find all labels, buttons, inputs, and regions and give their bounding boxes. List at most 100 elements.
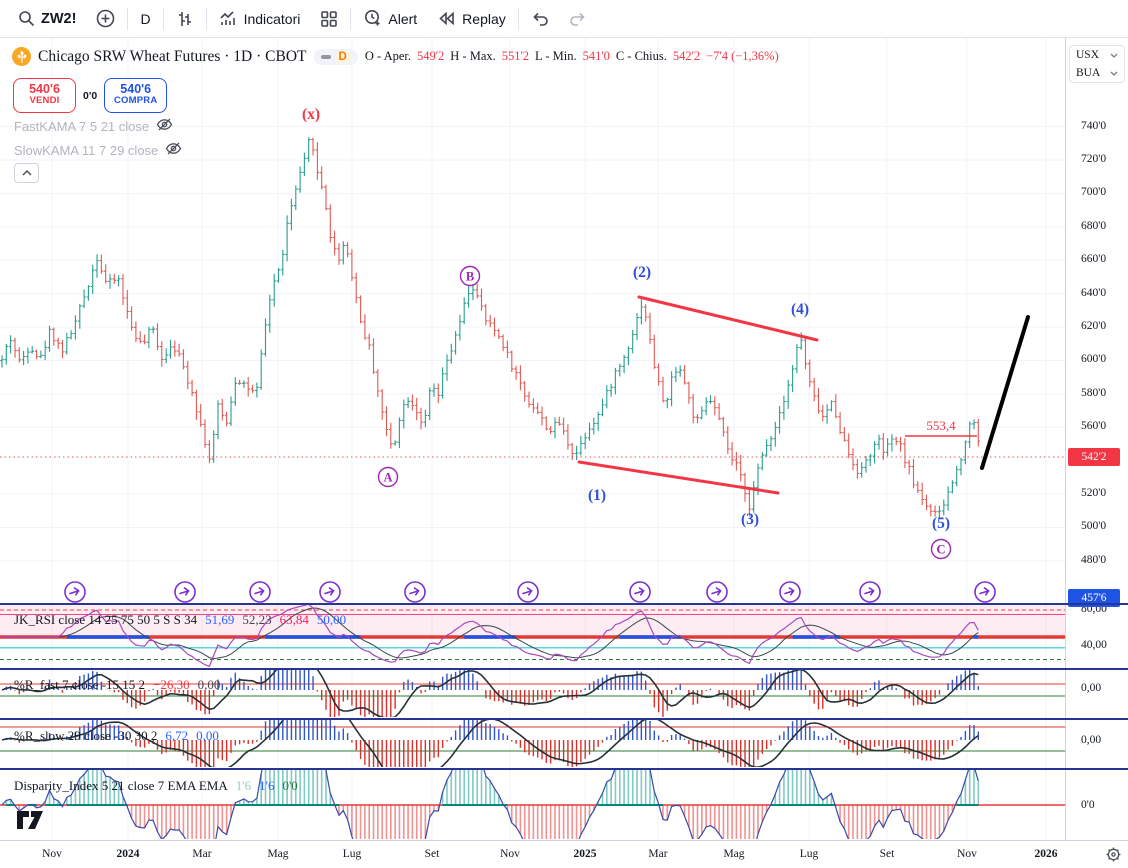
price-tick-label: 600'0	[1081, 353, 1107, 366]
last-price-badge: 542'2	[1068, 448, 1120, 466]
rfast-legend[interactable]: %R_fast 7 close -15 15 2 −26,30 0,00	[14, 677, 220, 693]
symbol-title[interactable]: Chicago SRW Wheat Futures · 1D · CBOT	[38, 47, 307, 65]
search-icon	[18, 10, 35, 27]
market-status-pill[interactable]: D	[313, 48, 358, 65]
panel-scale-label: 0,00	[1081, 734, 1102, 746]
wave-letter: C	[936, 543, 945, 557]
wave-number-label[interactable]: (1)	[588, 487, 606, 504]
disparity-value-3: 0'0	[282, 778, 298, 793]
wave-number-label[interactable]: (2)	[633, 264, 651, 281]
ohlc-row: O - Aper. 549'2 H - Max. 551'2 L - Min. …	[365, 49, 779, 64]
tradingview-logo[interactable]	[16, 810, 50, 835]
undo-button[interactable]	[521, 5, 559, 33]
rsi-title: JK_RSI close 14 25 75 50 5 S S 34	[14, 612, 198, 627]
indicators-button[interactable]: Indicatori	[209, 5, 311, 33]
chart-style-button[interactable]	[166, 5, 204, 33]
close-label: C - Chius.	[615, 49, 667, 63]
wheat-symbol-logo	[12, 47, 31, 66]
indicators-icon	[219, 10, 238, 28]
settings-gear-icon[interactable]	[1105, 846, 1122, 868]
replay-icon	[437, 10, 456, 27]
wave-letter-circle[interactable]	[459, 265, 481, 287]
panel-scale-label: 40,00	[1081, 639, 1107, 651]
sell-label: VENDI	[29, 95, 60, 107]
sell-button[interactable]: 540'6 VENDI	[13, 78, 76, 113]
replay-button[interactable]: Replay	[427, 5, 516, 33]
layout-templates-button[interactable]	[310, 5, 348, 33]
price-axis[interactable]: USX BUA 740'0 720'0 700'0 680'0 660'0 640'0 62…	[1065, 38, 1128, 840]
unit-top-dropdown[interactable]: USX	[1070, 46, 1124, 64]
top-toolbar: ZW2! D Indicatori Alert Repl	[0, 0, 1128, 38]
rslow-title: %R_slow 29 close -30 30 2	[14, 728, 158, 743]
time-tick-label: Nov	[42, 848, 62, 860]
alert-button[interactable]: Alert	[353, 5, 427, 33]
fastkama-legend-row[interactable]: FastKAMA 7 5 21 close	[14, 117, 173, 135]
disparity-pane	[0, 769, 1065, 839]
bars-style-icon	[176, 10, 194, 28]
unit-bottom-dropdown[interactable]: BUA	[1070, 64, 1124, 82]
price-tick-label: 620'0	[1081, 320, 1107, 333]
symbol-name: ZW2!	[41, 10, 77, 27]
wave-number-label[interactable]: (4)	[791, 301, 809, 318]
plus-circle-icon	[96, 9, 115, 28]
visibility-off-icon[interactable]	[165, 141, 182, 159]
rslow-legend[interactable]: %R_slow 29 close -30 30 2 6,72 0,00	[14, 728, 219, 744]
rfast-value-2: 0,00	[197, 677, 221, 692]
price-tick-label: 480'0	[1081, 553, 1107, 566]
wave-number-label[interactable]: (5)	[932, 515, 950, 532]
rsi-pane	[0, 604, 1065, 667]
slowkama-legend-row[interactable]: SlowKAMA 11 7 29 close	[14, 141, 182, 159]
pane-separator[interactable]	[0, 768, 1128, 770]
interval-label: D	[140, 10, 151, 27]
rsi-value-1: 51,69	[205, 612, 235, 627]
time-tick-label: Lug	[799, 848, 819, 860]
toolbar-divider	[205, 7, 207, 30]
wave-number-label[interactable]: (x)	[302, 106, 320, 123]
pane-separator[interactable]	[0, 603, 1128, 605]
alert-label: Alert	[388, 10, 418, 27]
buy-label: COMPRA	[113, 95, 158, 107]
disparity-legend[interactable]: Disparity_Index 5 21 close 7 EMA EMA 1'6…	[14, 778, 298, 794]
trendline[interactable]	[637, 295, 819, 342]
compare-add-button[interactable]	[86, 5, 125, 33]
high-value: 551'2	[501, 49, 530, 63]
link-dash-icon	[320, 54, 331, 59]
low-value: 541'0	[582, 49, 610, 63]
buy-button[interactable]: 540'6 COMPRA	[104, 78, 168, 113]
close-value: 542'2	[672, 49, 701, 63]
wave-letter-circle[interactable]	[377, 466, 399, 488]
symbol-search-button[interactable]: ZW2!	[8, 5, 86, 33]
time-axis[interactable]: Nov 2024 Mar Mag Lug Set Nov 2025 Mar Mag Lug Set No…	[0, 840, 1128, 868]
wave-number-label[interactable]: (3)	[741, 511, 759, 528]
rsi-value-4: 50,00	[316, 612, 347, 627]
chevron-down-icon	[1110, 71, 1118, 76]
pane-separator[interactable]	[0, 668, 1128, 670]
trendline[interactable]	[577, 460, 780, 495]
projection-trendline[interactable]	[980, 315, 1030, 470]
price-chart-canvas[interactable]: 553,4 (x) (2) (4) (1) (3) (5) B A C	[0, 38, 1065, 840]
spread-value: 0'0	[83, 89, 98, 102]
open-label: O - Aper.	[364, 49, 412, 63]
candles-layer	[0, 137, 981, 519]
chart-stage: 553,4 (x) (2) (4) (1) (3) (5) B A C Chicago SRW W…	[0, 38, 1128, 868]
indicators-label: Indicatori	[243, 10, 301, 27]
wave-letter-circle[interactable]	[930, 538, 952, 560]
interval-button[interactable]: D	[130, 5, 160, 33]
rsi-value-2: 52,23	[242, 612, 272, 627]
pane-separator[interactable]	[0, 718, 1128, 720]
visibility-off-icon[interactable]	[156, 117, 173, 135]
resistance-level-label: 553,4	[926, 418, 956, 433]
change-value: −7'4 (−1,36%)	[706, 49, 779, 63]
redo-button[interactable]	[559, 5, 597, 33]
disparity-title: Disparity_Index 5 21 close 7 EMA EMA	[14, 778, 228, 793]
contract-rollover-markers[interactable]	[64, 581, 996, 603]
collapse-legend-button[interactable]	[14, 163, 39, 183]
price-tick-label: 520'0	[1081, 487, 1107, 500]
time-tick-label: 2026	[1034, 848, 1058, 860]
toolbar-divider	[127, 7, 129, 30]
high-label: H - Max.	[450, 49, 496, 63]
rsi-legend[interactable]: JK_RSI close 14 25 75 50 5 S S 34 51,69 …	[14, 612, 346, 628]
rfast-title: %R_fast 7 close -15 15 2	[14, 677, 146, 692]
time-tick-label: Lug	[342, 848, 362, 860]
time-tick-label: Set	[879, 848, 895, 860]
